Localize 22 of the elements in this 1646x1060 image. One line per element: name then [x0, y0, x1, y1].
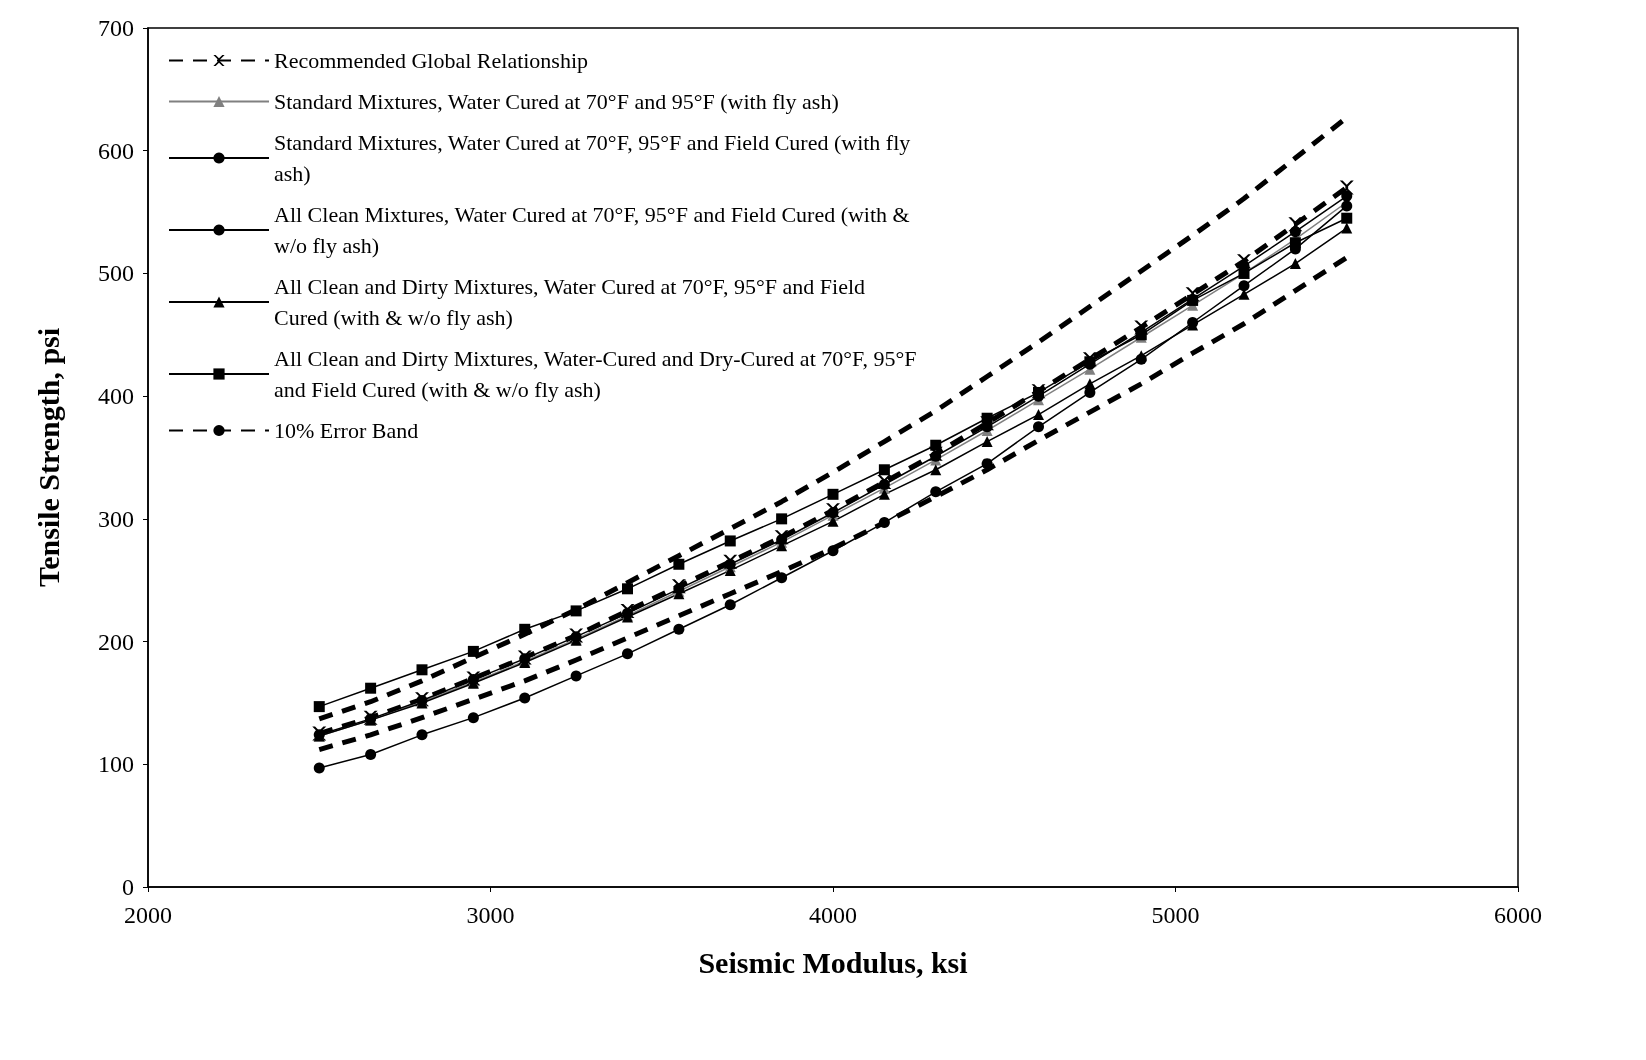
legend-label: All Clean and Dirty Mixtures, Water-Cured and Dry-Cured at 70°F, 95°F and Field Cured (with & w/o fly ash) [274, 346, 923, 402]
legend-label: All Clean Mixtures, Water Cured at 70°F, 95°F and Field Cured (with & w/o fly ash) [274, 202, 916, 258]
y-tick-label: 400 [98, 383, 134, 410]
y-axis-title: Tensile Strength, psi [31, 327, 65, 588]
y-tick-label: 600 [98, 137, 134, 164]
x-tick-label: 5000 [1151, 902, 1200, 928]
x-tick-label: 2000 [124, 902, 172, 928]
y-tick-label: 200 [98, 628, 134, 655]
y-tick-label: 300 [98, 505, 134, 532]
x-tick-label: 4000 [809, 902, 857, 928]
legend-label: Recommended Global Relationship [274, 48, 589, 73]
y-tick-label: 100 [98, 751, 134, 778]
legend-label: Standard Mixtures, Water Cured at 70°F, 95°F and Field Cured (with fly ash) [274, 130, 916, 186]
y-tick-label: 0 [122, 874, 134, 900]
legend-label: 10% Error Band [274, 418, 419, 443]
x-tick-label: 6000 [1494, 902, 1542, 928]
legend-label: All Clean and Dirty Mixtures, Water Cured at 70°F, 95°F and Field Cured (with & w/o fly ash) [274, 274, 871, 330]
legend-label: Standard Mixtures, Water Cured at 70°F and 95°F (with fly ash) [274, 89, 839, 114]
y-tick-label: 700 [98, 15, 134, 41]
y-tick-label: 500 [98, 260, 134, 287]
x-axis-title: Seismic Modulus, ksi [698, 945, 968, 979]
x-tick-label: 3000 [466, 902, 515, 928]
